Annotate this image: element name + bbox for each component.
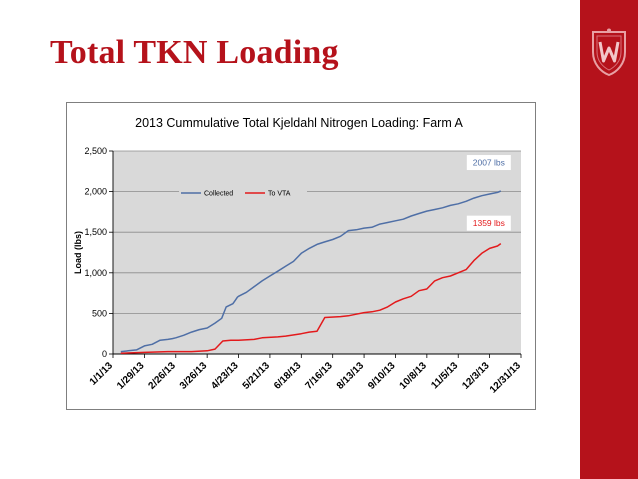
y-tick-label: 2,500 [84,146,107,156]
legend-label-collected: Collected [204,191,233,198]
x-tick-label: 2/26/13 [147,360,179,392]
annotation-label: 1359 lbs [473,218,505,228]
x-tick-label: 1/29/13 [115,360,147,392]
legend-label-to-vta: To VTA [268,191,291,198]
y-tick-label: 1,000 [84,268,107,278]
line-chart: 2013 Cummulative Total Kjeldahl Nitrogen… [73,116,524,396]
series-line-to-vta [120,242,502,354]
annotation-box [466,215,511,231]
x-tick-label: 1/1/13 [88,360,116,388]
y-tick-label: 0 [102,349,107,359]
y-tick-label: 2,000 [84,187,107,197]
y-axis-label: Load (lbs) [73,231,83,274]
y-tick-label: 1,500 [84,227,107,237]
x-tick-label: 5/21/13 [241,360,273,392]
series-line-collected [120,190,502,353]
university-crest-icon [592,28,626,77]
x-tick-label: 12/31/13 [488,360,524,396]
brand-sidebar [580,0,638,479]
x-tick-label: 4/23/13 [209,360,241,392]
chart-frame: 2013 Cummulative Total Kjeldahl Nitrogen… [66,102,536,410]
slide-title: Total TKN Loading [50,34,339,71]
plot-area [113,151,521,354]
x-tick-label: 10/8/13 [398,360,430,392]
annotation-label: 2007 lbs [473,158,505,168]
x-tick-label: 9/10/13 [366,360,398,392]
y-tick-label: 500 [92,308,107,318]
chart-title: 2013 Cummulative Total Kjeldahl Nitrogen… [135,116,463,130]
x-tick-label: 11/5/13 [429,360,460,391]
annotation-box [466,155,511,171]
x-tick-label: 12/3/13 [460,360,492,392]
x-tick-label: 6/18/13 [272,360,304,392]
x-tick-label: 7/16/13 [303,360,335,392]
x-tick-label: 3/26/13 [178,360,210,392]
x-tick-label: 8/13/13 [335,360,367,392]
legend-box [179,185,307,199]
